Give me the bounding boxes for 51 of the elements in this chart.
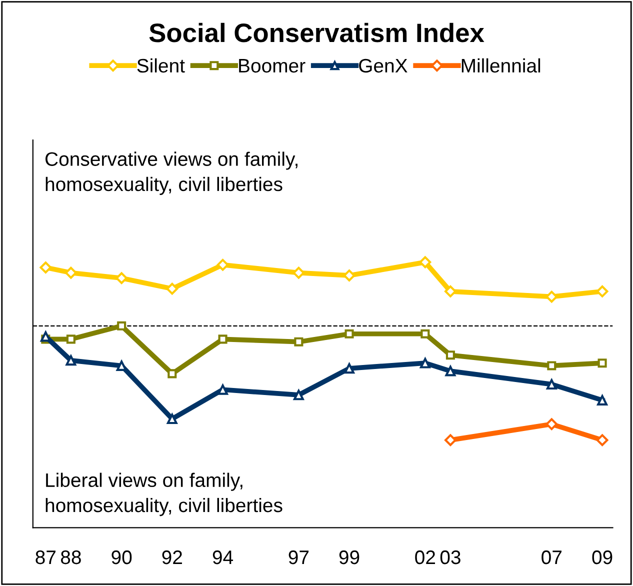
legend-label: Boomer	[239, 59, 306, 73]
point	[218, 334, 228, 344]
point	[117, 321, 126, 330]
point	[596, 434, 608, 446]
point	[546, 418, 558, 430]
x-tick-label: 09	[592, 550, 612, 564]
point	[166, 282, 178, 295]
x-tick-label: 03	[440, 550, 460, 564]
legend-label: Millennial	[462, 58, 540, 73]
x-tick-label: 02	[415, 550, 436, 564]
point	[419, 256, 432, 268]
point	[420, 358, 430, 368]
point	[166, 414, 178, 424]
point	[116, 272, 128, 284]
x-tick-label: 99	[339, 550, 360, 564]
point	[597, 395, 608, 406]
x-tick-label: 94	[212, 550, 234, 564]
point	[168, 369, 177, 378]
x-tick-label: 97	[288, 550, 309, 564]
x-tick-label: 07	[542, 550, 562, 564]
chart-title: Social Conservatism Index	[149, 22, 484, 42]
point	[445, 366, 456, 376]
point	[66, 355, 76, 366]
point	[218, 384, 228, 395]
point	[596, 285, 608, 298]
point	[420, 329, 430, 338]
point	[344, 329, 354, 338]
x-tick-label: 92	[162, 550, 182, 564]
point	[547, 361, 556, 370]
x-tick-label: 87	[36, 550, 56, 564]
point	[598, 358, 607, 368]
point	[444, 285, 456, 298]
point	[216, 258, 229, 271]
point	[546, 379, 557, 390]
x-tick-label: 90	[112, 550, 132, 564]
annotation: Liberal views on family, homosexuality, civil liberties	[46, 472, 282, 516]
point	[444, 434, 456, 446]
point	[293, 390, 304, 400]
legend-label: Silent	[137, 58, 185, 73]
point	[292, 266, 305, 279]
point	[446, 350, 455, 360]
point	[344, 363, 354, 374]
text: Conservative views on family, homosexuality, civil liberties	[46, 152, 298, 195]
point	[294, 337, 304, 346]
point	[64, 266, 77, 279]
point	[546, 290, 558, 303]
point	[40, 262, 52, 274]
point	[66, 334, 76, 344]
legend-label: GenX	[359, 58, 408, 73]
x-tick-label: 88	[60, 550, 81, 564]
point	[116, 360, 127, 371]
